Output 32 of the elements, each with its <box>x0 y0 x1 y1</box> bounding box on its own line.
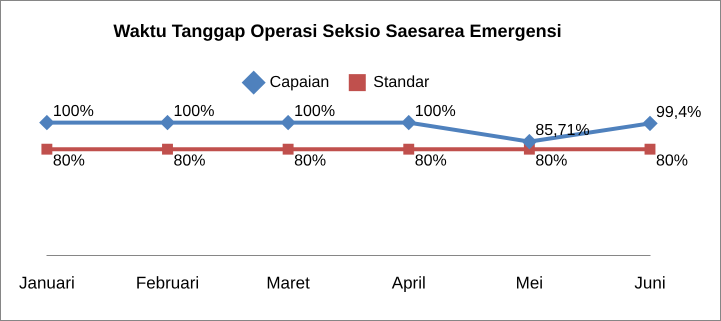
data-label: 80% <box>174 152 206 170</box>
point <box>403 144 414 155</box>
point <box>160 115 176 130</box>
x-tick-label: Februari <box>136 273 200 292</box>
x-tick-label: Juni <box>634 273 666 292</box>
data-label: 80% <box>294 152 326 170</box>
data-label: 80% <box>535 152 568 170</box>
point <box>282 144 294 155</box>
x-tick-label: Mei <box>516 273 544 292</box>
legend-label: Capaian <box>270 74 330 92</box>
point <box>642 116 658 131</box>
data-label: 85,71% <box>535 122 590 140</box>
point <box>401 115 416 130</box>
point <box>280 115 296 130</box>
data-label: 100% <box>294 103 336 120</box>
x-tick-label: Januari <box>18 273 75 292</box>
point <box>522 134 537 150</box>
x-tick-label: Maret <box>266 273 310 292</box>
point <box>39 115 54 130</box>
data-label: 100% <box>414 103 456 120</box>
data-label: 99,4% <box>656 104 702 121</box>
point <box>162 144 173 155</box>
data-label: 80% <box>414 152 447 170</box>
point <box>41 144 52 155</box>
x-tick-label: April <box>392 273 426 292</box>
data-label: 80% <box>52 152 85 170</box>
legend-label: Standar <box>373 74 430 92</box>
point <box>644 144 656 155</box>
data-label: 100% <box>52 103 94 120</box>
data-label: 80% <box>656 152 688 170</box>
data-label: 100% <box>174 103 214 120</box>
chart-title: Waktu Tanggap Operasi Seksio Saesarea Emergensi <box>113 20 562 41</box>
